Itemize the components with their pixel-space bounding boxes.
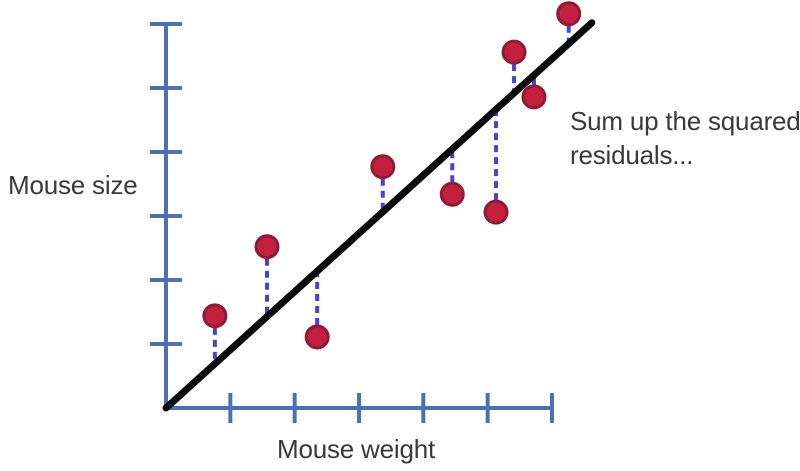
data-point xyxy=(304,324,330,350)
fit-line xyxy=(162,19,596,412)
data-point xyxy=(501,39,527,65)
data-point xyxy=(202,303,228,329)
data-point xyxy=(370,154,396,180)
data-point xyxy=(521,84,547,110)
data-point xyxy=(254,234,280,260)
data-point xyxy=(556,1,582,27)
data-point xyxy=(483,199,509,225)
data-point xyxy=(439,181,465,207)
y-axis-label: Mouse size xyxy=(8,170,138,200)
x-axis-label: Mouse weight xyxy=(277,434,436,464)
annotation-text: Sum up the squared residuals... xyxy=(570,106,800,170)
